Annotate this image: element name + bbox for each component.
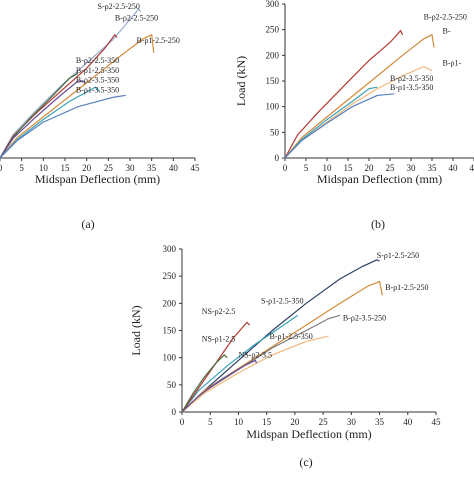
curve-label: S-ρ1-2.5-350: [261, 296, 303, 305]
series-line: [0, 81, 85, 158]
x-tick-label: 30: [347, 417, 357, 427]
y-tick-label: 250: [163, 271, 177, 281]
series-line: [182, 336, 329, 412]
y-tick-label: 50: [167, 380, 177, 390]
x-tick-label: 20: [290, 417, 300, 427]
series-line: [0, 9, 141, 158]
x-tick-label: 40: [169, 163, 179, 173]
y-tick-label: 300: [163, 244, 177, 254]
curve-label: S-ρ1-2.5-250: [377, 251, 419, 260]
y-tick-label: 0: [172, 407, 177, 417]
y-tick-label: 0: [275, 153, 280, 163]
curve-label: B-: [443, 26, 451, 35]
x-tick-label: 5: [208, 417, 213, 427]
panel-b: 051015202530354045050100150200250300Load…: [234, 0, 474, 231]
panel-c: 0 5 10 15 20 25 30 35 40 45 0 50 100 150 200 250 300 Load…: [129, 244, 441, 469]
series-line: [285, 94, 394, 158]
y-tick-label: 50: [270, 127, 280, 137]
x-tick-label: 0: [180, 417, 185, 427]
curve-label: B-ρ1-2.5-350: [76, 66, 119, 75]
y-axis-title: Load (kN): [234, 56, 248, 106]
y-tick-label: 200: [266, 50, 280, 60]
curve-label: B-ρ2-2.5-250: [115, 13, 158, 22]
curve-label: B-ρ1-2.5-250: [137, 36, 180, 45]
panel-caption: (b): [371, 217, 385, 231]
panel-caption: (a): [81, 217, 94, 231]
curve-label: B-ρ2-3.5-350: [76, 76, 119, 85]
curve-label: B-ρ1-2.5-350: [269, 332, 312, 341]
curve-label: B-ρ2-2.5-250: [424, 12, 467, 21]
x-tick-label: 45: [470, 163, 474, 173]
y-axis-title: Load (kN): [129, 305, 143, 355]
x-tick-label: 45: [432, 417, 442, 427]
x-tick-label: 10: [234, 417, 244, 427]
curve-label: B-ρ1-2.5-250: [385, 283, 428, 292]
x-axis-title: Midspan Deflection (mm): [246, 427, 371, 441]
x-tick-label: 5: [19, 163, 24, 173]
y-tick-label: 100: [266, 102, 280, 112]
x-tick-label: 35: [375, 417, 385, 427]
x-tick-label: 25: [319, 417, 329, 427]
x-tick-label: 40: [403, 417, 413, 427]
curve-label: NS-ρ2-2.5: [202, 307, 236, 316]
series-line: [182, 360, 257, 412]
x-tick-label: 5: [304, 163, 309, 173]
curve-label: B-ρ1-: [443, 59, 462, 68]
y-tick-label: 300: [266, 0, 280, 9]
y-tick-label: 150: [163, 326, 177, 336]
curve-label: B-ρ2-3.5-250: [343, 314, 386, 323]
x-tick-label: 0: [283, 163, 288, 173]
curve-label: B-ρ2-3.5-350: [390, 74, 433, 83]
panel-caption: (c): [299, 455, 312, 469]
curve-label: B-ρ1-3.5-350: [76, 85, 119, 94]
x-tick-label: 40: [449, 163, 459, 173]
y-tick-label: 250: [266, 25, 280, 35]
x-tick-label: 0: [0, 163, 3, 173]
curve-label: B-ρ1-3.5-350: [390, 83, 433, 92]
curve-label: S-ρ2-2.5-250: [98, 2, 140, 11]
curve-label: NS-ρ2-3.5: [238, 351, 272, 360]
y-tick-label: 150: [266, 76, 280, 86]
y-tick-label: 100: [163, 353, 177, 363]
x-tick-label: 45: [191, 163, 201, 173]
curve-label: B-ρ2-2.5-350: [76, 56, 119, 65]
y-tick-label: 200: [163, 298, 177, 308]
series-line: [182, 315, 340, 412]
x-tick-label: 15: [262, 417, 272, 427]
x-axis-title: Midspan Deflection (mm): [317, 172, 442, 186]
series-line: [0, 95, 126, 158]
x-axis-title: Midspan Deflection (mm): [35, 172, 160, 186]
curve-label: NS-ρ1-2.5: [202, 334, 236, 343]
series-line: [0, 35, 154, 158]
